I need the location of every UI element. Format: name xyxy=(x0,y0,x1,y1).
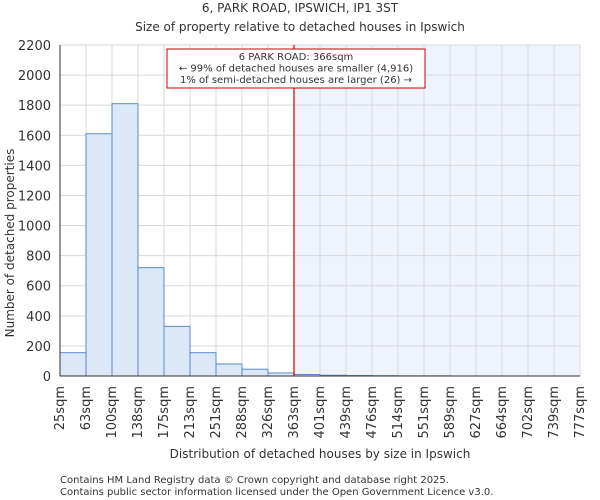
y-tick-label: 1000 xyxy=(18,220,51,235)
bar xyxy=(163,325,191,377)
y-tick-label: 2200 xyxy=(18,39,51,54)
footer-line1: Contains HM Land Registry data © Crown c… xyxy=(60,475,449,486)
x-tick-label: 213sqm xyxy=(183,386,198,439)
x-tick-label: 664sqm xyxy=(495,386,510,439)
x-tick-label: 288sqm xyxy=(235,386,250,439)
x-tick-label: 551sqm xyxy=(417,386,432,439)
x-tick-label: 439sqm xyxy=(339,386,354,439)
y-tick-label: 600 xyxy=(26,280,51,295)
y-tick-label: 800 xyxy=(26,250,51,265)
bar xyxy=(137,267,165,377)
bar xyxy=(111,103,139,377)
x-tick-label: 326sqm xyxy=(261,386,276,439)
x-tick-label: 63sqm xyxy=(79,386,94,430)
y-tick-label: 1800 xyxy=(18,99,51,114)
chart-title-line2: Size of property relative to detached ho… xyxy=(135,20,465,34)
footer-line2: Contains public sector information licen… xyxy=(60,487,493,498)
x-tick-label: 777sqm xyxy=(573,386,588,439)
x-tick-label: 138sqm xyxy=(131,386,146,439)
x-tick-label: 363sqm xyxy=(287,386,302,439)
annotation-line-1: 6 PARK ROAD: 366sqm xyxy=(239,52,354,63)
x-tick-label: 175sqm xyxy=(157,386,172,439)
bar xyxy=(59,352,87,377)
y-axis-label: Number of detached properties xyxy=(3,149,17,338)
highlight-region xyxy=(294,45,580,376)
y-tick-label: 1600 xyxy=(18,129,51,144)
x-tick-label: 251sqm xyxy=(209,386,224,439)
bar xyxy=(189,352,217,377)
x-axis-label: Distribution of detached houses by size … xyxy=(170,447,471,461)
bar xyxy=(241,368,269,377)
y-tick-label: 1200 xyxy=(18,189,51,204)
x-tick-label: 627sqm xyxy=(469,386,484,439)
x-tick-label: 476sqm xyxy=(365,386,380,439)
annotation-line-2: ← 99% of detached houses are smaller (4,… xyxy=(179,64,413,75)
x-tick-label: 100sqm xyxy=(105,386,120,439)
bar xyxy=(85,133,113,377)
x-tick-label: 25sqm xyxy=(53,386,68,430)
bar xyxy=(215,363,243,377)
annotation-box xyxy=(166,48,426,89)
y-tick-label: 200 xyxy=(26,340,51,355)
plot-area: 0 200 400 600 800 1000 1200 1400 1600 1800 2000 220… xyxy=(18,39,588,439)
y-tick-label: 400 xyxy=(26,310,51,325)
x-tick-label: 401sqm xyxy=(313,386,328,439)
y-tick-label: 2000 xyxy=(18,69,51,84)
x-tick-label: 739sqm xyxy=(547,386,562,439)
chart-title-line1: 6, PARK ROAD, IPSWICH, IP1 3ST xyxy=(202,1,399,15)
y-tick-label: 1400 xyxy=(18,159,51,174)
x-tick-label: 702sqm xyxy=(521,386,536,439)
annotation-line-3: 1% of semi-detached houses are larger (2… xyxy=(180,75,412,86)
x-tick-label: 589sqm xyxy=(443,386,458,439)
x-tick-label: 514sqm xyxy=(391,386,406,439)
y-tick-label: 0 xyxy=(43,370,51,385)
